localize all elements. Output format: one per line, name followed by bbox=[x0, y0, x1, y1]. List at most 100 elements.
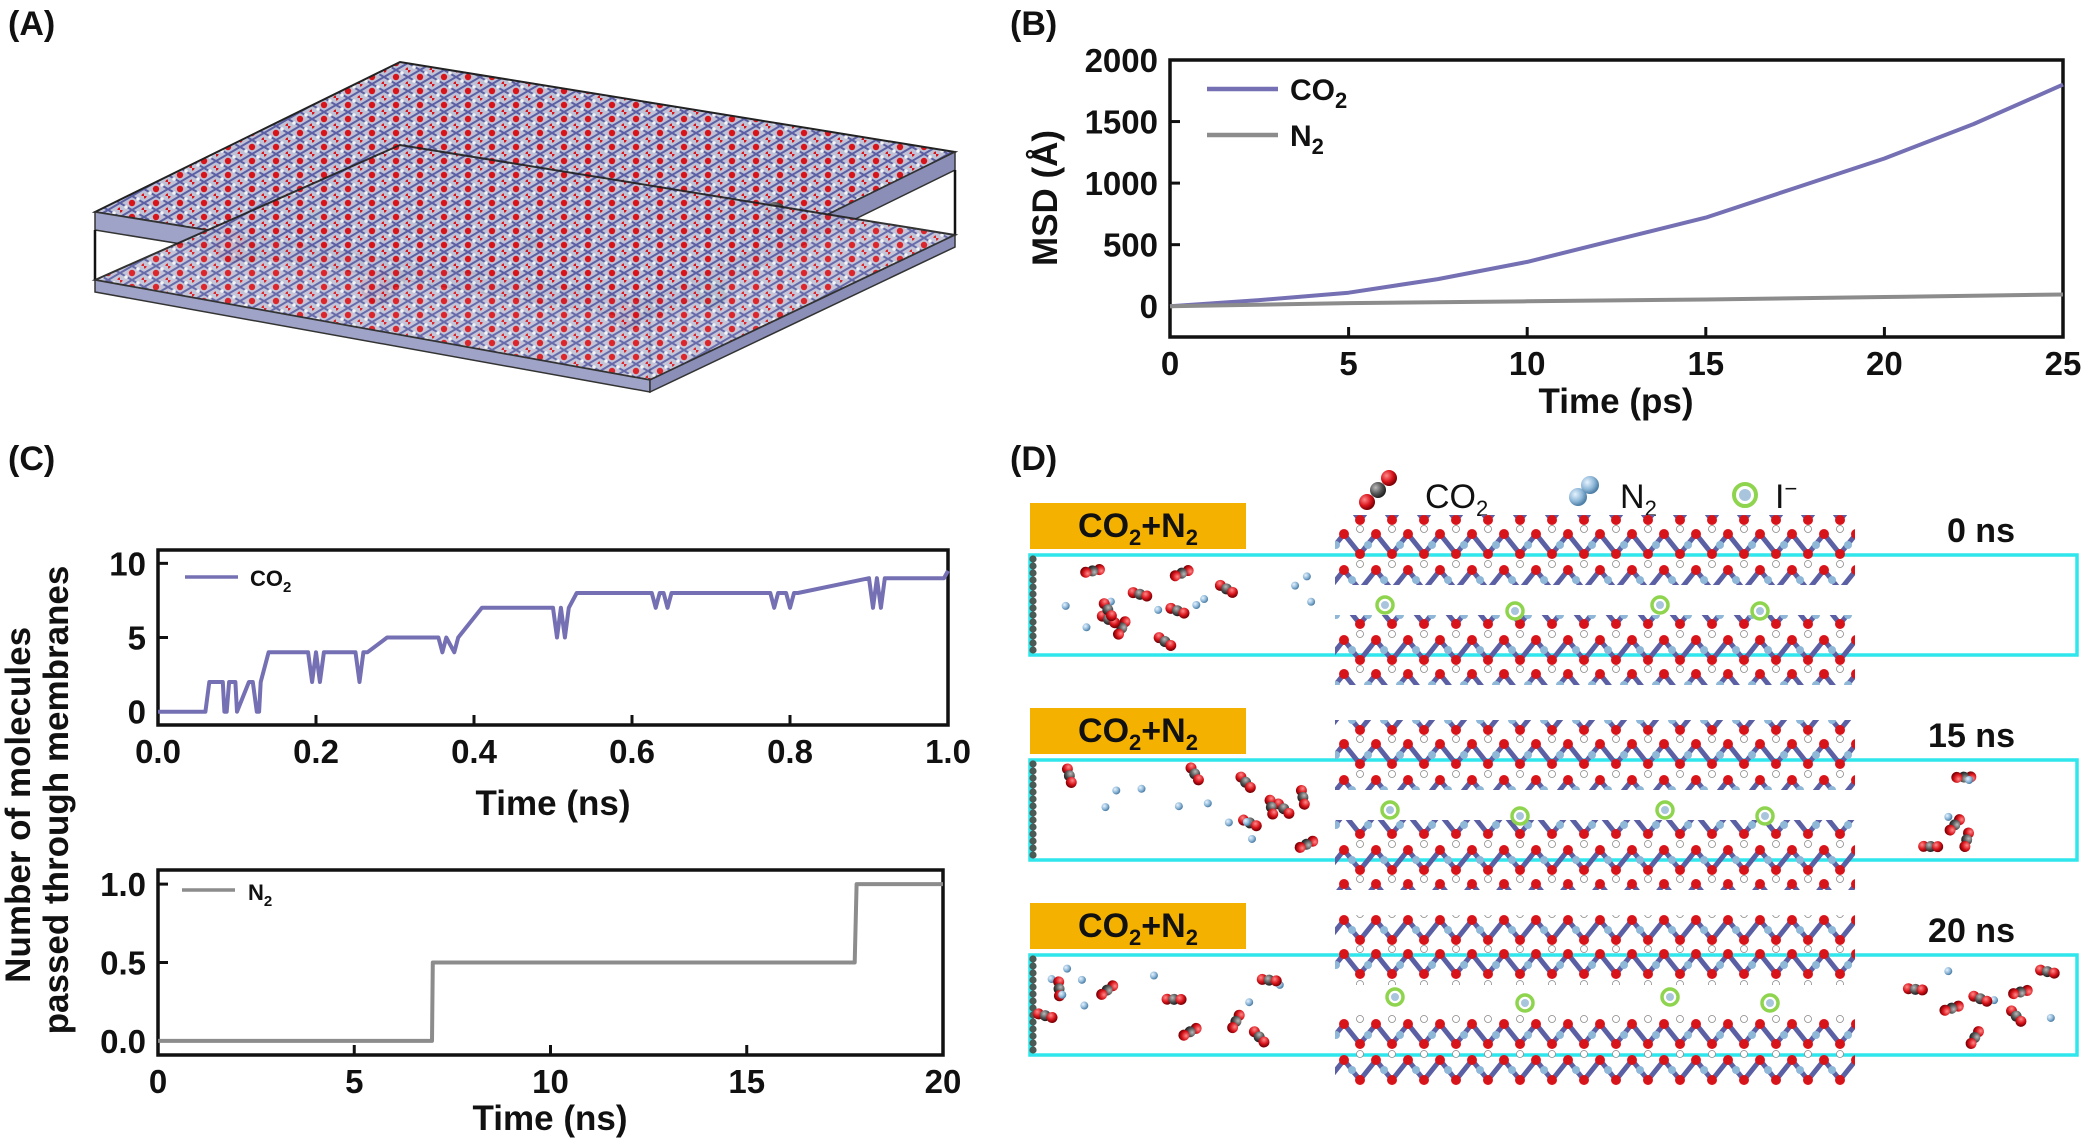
snapshot-time-label: 15 ns bbox=[1928, 717, 2015, 755]
chart-b: 0 5 10 15 20 25 0 500 1000 1500 2000 Time (ps) MS… bbox=[1025, 42, 2081, 421]
wall-atom bbox=[1029, 569, 1037, 577]
iodide-ion bbox=[1505, 601, 1525, 621]
co2-molecule bbox=[1032, 1008, 1058, 1023]
wall-atom bbox=[1029, 597, 1037, 605]
panel-a-label: (A) bbox=[8, 5, 55, 43]
n2-molecule bbox=[1944, 812, 1953, 821]
n2-molecule bbox=[1302, 572, 1311, 581]
co2-molecule bbox=[1256, 973, 1282, 987]
co2-molecule bbox=[1264, 794, 1279, 820]
n2-molecule bbox=[1149, 971, 1158, 980]
iodide-ion bbox=[1375, 595, 1395, 615]
chart-c-bottom: 0 5 10 15 20 0.0 0.5 1.0 Time (ns) Number of m… bbox=[0, 566, 961, 1138]
x-tick-label: 20 bbox=[1866, 345, 1903, 382]
wall-atom bbox=[1029, 576, 1037, 584]
wall-atom bbox=[1029, 816, 1037, 824]
y-tick-label: 2000 bbox=[1085, 42, 1158, 79]
co2-molecule bbox=[1096, 980, 1119, 1000]
chart-b-xlabel: Time (ps) bbox=[1539, 382, 1694, 421]
n2-molecule bbox=[1080, 1001, 1089, 1010]
x-tick-label: 0 bbox=[1161, 345, 1179, 382]
y-tick-label: 0 bbox=[128, 694, 146, 731]
legend-n2-text: N2 bbox=[1620, 478, 1657, 521]
wall-atom bbox=[1029, 788, 1037, 796]
x-tick-label: 0.2 bbox=[293, 733, 339, 770]
chart-b-frame bbox=[1168, 58, 2065, 339]
x-tick-label: 15 bbox=[1687, 345, 1724, 382]
iodide-ion-icon bbox=[1732, 482, 1758, 508]
snapshot-2: CO2+N2 20 ns bbox=[1028, 903, 2079, 1085]
co2-molecule bbox=[1127, 587, 1153, 602]
gas-mixture-label: CO2+N2 bbox=[1078, 712, 1198, 755]
wall-atom bbox=[1029, 955, 1037, 963]
wall-atom bbox=[1029, 969, 1037, 977]
y-tick-label: 0.5 bbox=[100, 945, 146, 982]
chart-c-bottom-xlabel: Time (ns) bbox=[473, 1099, 628, 1138]
snapshot-time-label: 0 ns bbox=[1947, 512, 2015, 550]
wall-atom bbox=[1029, 611, 1037, 619]
co2-molecule bbox=[2035, 964, 2060, 979]
wall-atom bbox=[1029, 774, 1037, 782]
y-tick-label: 10 bbox=[109, 545, 146, 582]
gas-mixture-label: CO2+N2 bbox=[1078, 907, 1198, 950]
legend-iodide-text: I− bbox=[1775, 476, 1797, 516]
membrane-upper-layer bbox=[1335, 915, 1855, 985]
iodide-ion bbox=[1750, 601, 1770, 621]
membrane-lower-layer bbox=[1335, 1015, 1855, 1085]
iodide-ion bbox=[1385, 987, 1405, 1007]
chart-c-bottom-legend: N2 bbox=[182, 880, 272, 910]
co2-molecule bbox=[1169, 565, 1194, 582]
y-tick-label: 1500 bbox=[1085, 104, 1158, 141]
chart-c-top-legend: CO2 bbox=[185, 566, 291, 596]
x-tick-label: 5 bbox=[345, 1063, 363, 1100]
wall-atom bbox=[1029, 851, 1037, 859]
panel-d-legend: CO2 N2 I− bbox=[1359, 470, 1797, 521]
n2-molecule bbox=[1063, 964, 1072, 973]
chart-c-ylabel-line2: passed through membranes bbox=[37, 566, 76, 1035]
n2-molecule bbox=[1200, 595, 1209, 604]
wall-atom bbox=[1029, 997, 1037, 1005]
x-tick-label: 25 bbox=[2045, 345, 2082, 382]
x-tick-label: 20 bbox=[925, 1063, 962, 1100]
n2-molecule bbox=[1061, 601, 1070, 610]
co2-molecule bbox=[1968, 990, 1993, 1007]
co2-molecule bbox=[1959, 827, 1975, 853]
y-tick-label: 500 bbox=[1103, 227, 1158, 264]
wall-atom bbox=[1029, 1025, 1037, 1033]
co2-molecule bbox=[1294, 835, 1319, 853]
gas-mixture-label-bg bbox=[1030, 903, 1246, 949]
iodide-ion bbox=[1655, 800, 1675, 820]
n2-molecule bbox=[1965, 776, 1974, 785]
y-tick-label: 0.0 bbox=[100, 1023, 146, 1060]
wall-atom bbox=[1029, 590, 1037, 598]
wall-atom bbox=[1029, 781, 1037, 789]
panel-c-label: (C) bbox=[8, 440, 55, 478]
co2-molecule-icon bbox=[1359, 470, 1397, 510]
co2-molecule bbox=[1061, 763, 1077, 788]
legend-label-co2: CO2 bbox=[250, 566, 291, 596]
membrane-upper-layer bbox=[1335, 515, 1855, 585]
x-tick-label: 10 bbox=[532, 1063, 569, 1100]
co2-molecule bbox=[1161, 993, 1187, 1005]
series-line-n2 bbox=[158, 882, 943, 1043]
n2-molecule bbox=[1247, 834, 1256, 843]
n2-molecule bbox=[1224, 818, 1233, 827]
co2-molecule bbox=[1918, 840, 1944, 853]
co2-molecule bbox=[1214, 579, 1238, 598]
iodide-ion bbox=[1510, 806, 1530, 826]
wall-atom bbox=[1029, 618, 1037, 626]
iodide-ion bbox=[1760, 993, 1780, 1013]
wall-atom bbox=[1029, 976, 1037, 984]
co2-molecule bbox=[1153, 632, 1177, 651]
n2-molecule bbox=[1137, 784, 1146, 793]
series-line-co2 bbox=[1169, 82, 2064, 309]
n2-molecule bbox=[1944, 967, 1953, 976]
wall-atom bbox=[1029, 604, 1037, 612]
panel-d-label: (D) bbox=[1010, 440, 1057, 478]
co2-molecule bbox=[1965, 1026, 1984, 1049]
wall-atom bbox=[1029, 823, 1037, 831]
co2-molecule bbox=[1185, 762, 1204, 786]
wall-atom bbox=[1029, 830, 1037, 838]
n2-molecule bbox=[1242, 817, 1251, 826]
membrane-lower-layer bbox=[1335, 820, 1855, 890]
